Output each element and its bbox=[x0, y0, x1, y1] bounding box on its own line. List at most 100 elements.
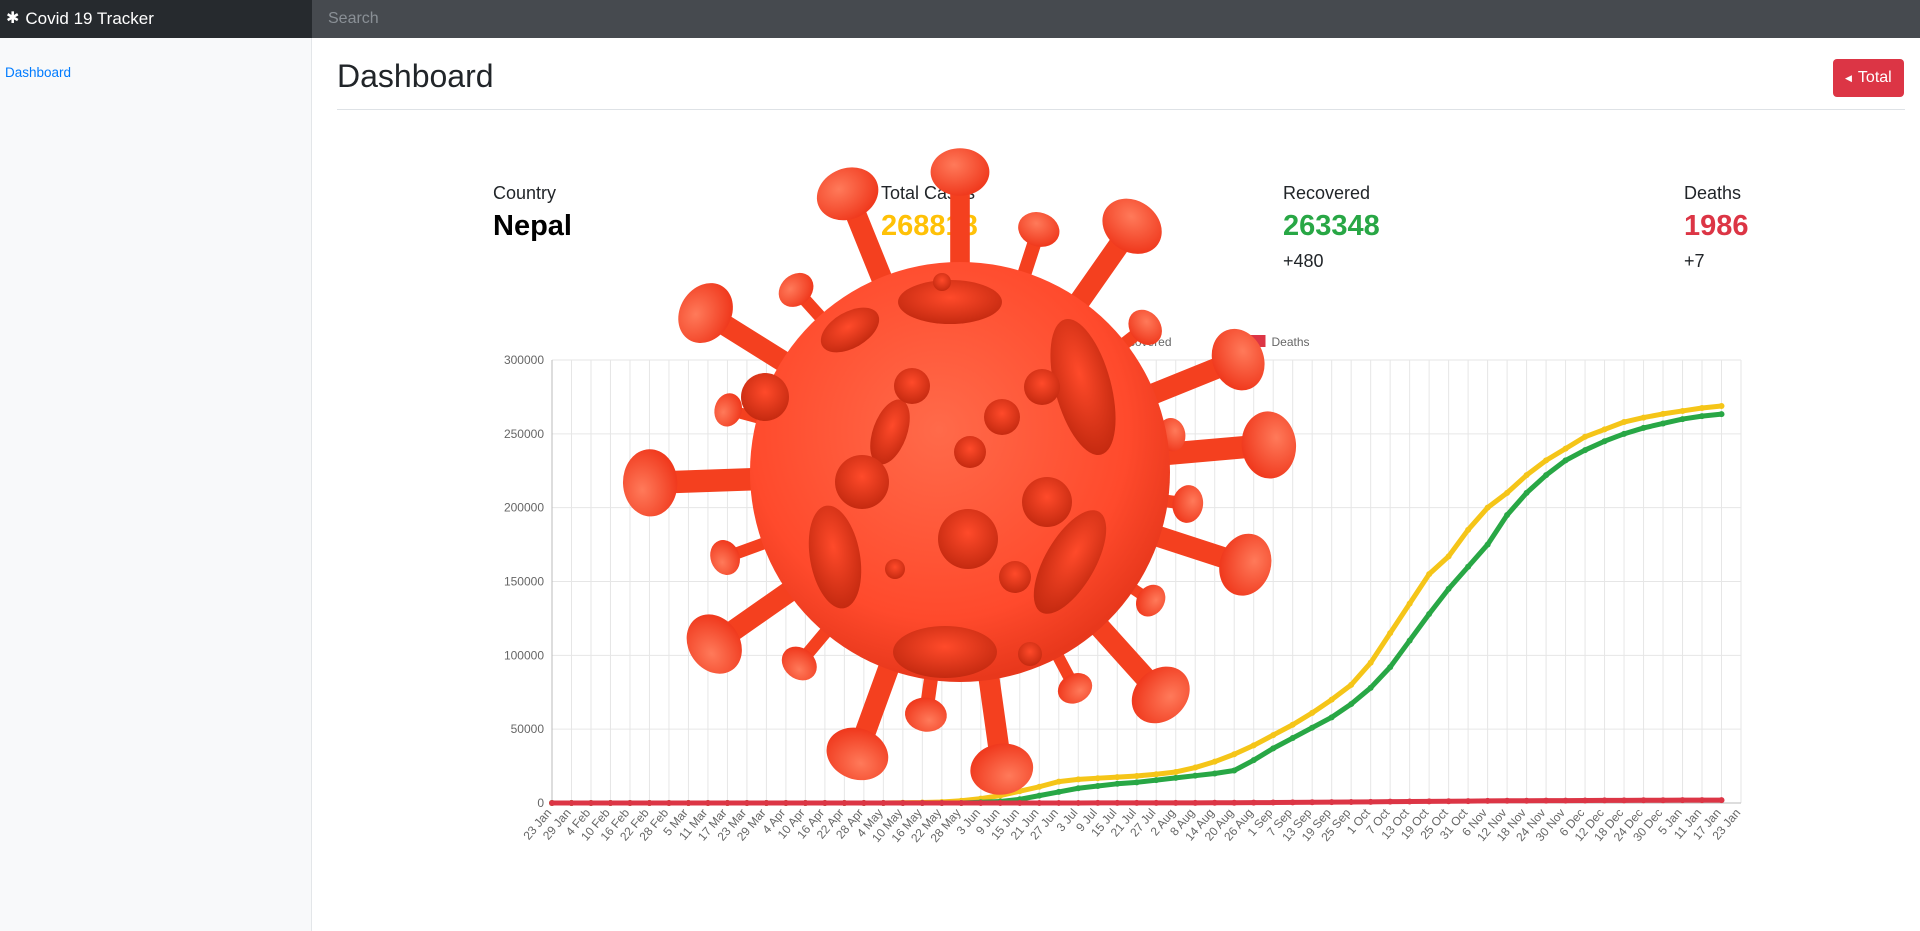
stat-recovered-label: Recovered bbox=[1283, 183, 1371, 203]
data-point bbox=[997, 799, 1004, 806]
y-tick-label: 150000 bbox=[504, 575, 544, 589]
data-point bbox=[1172, 768, 1179, 775]
data-point bbox=[1445, 585, 1452, 592]
data-point bbox=[1231, 751, 1238, 758]
data-point bbox=[1504, 512, 1511, 519]
data-point bbox=[1114, 774, 1121, 781]
data-point bbox=[1406, 637, 1413, 644]
data-point bbox=[1211, 758, 1218, 765]
header-divider bbox=[337, 109, 1905, 110]
data-point bbox=[1114, 780, 1121, 787]
data-point bbox=[1055, 778, 1062, 785]
data-point bbox=[782, 800, 789, 806]
data-point bbox=[1231, 799, 1238, 806]
data-point bbox=[1523, 489, 1530, 496]
data-point bbox=[1465, 563, 1472, 570]
stat-deaths-label: Deaths bbox=[1684, 183, 1742, 203]
caret-left-icon: ◀ bbox=[1845, 72, 1852, 83]
data-point bbox=[1640, 424, 1647, 431]
data-point bbox=[1094, 783, 1101, 790]
data-point bbox=[1562, 457, 1569, 464]
data-point bbox=[1270, 799, 1277, 806]
brand-title: Covid 19 Tracker bbox=[25, 9, 154, 28]
data-point bbox=[626, 800, 633, 806]
data-point bbox=[1406, 600, 1413, 607]
stat-deaths-value: 1986 bbox=[1684, 210, 1749, 242]
y-tick-label: 100000 bbox=[504, 648, 544, 662]
data-point bbox=[1367, 684, 1374, 691]
data-point bbox=[1055, 788, 1062, 795]
data-point bbox=[1075, 785, 1082, 792]
sidebar: Dashboard bbox=[0, 38, 312, 931]
data-point bbox=[1465, 798, 1472, 805]
data-point bbox=[1582, 447, 1589, 454]
y-tick-label: 200000 bbox=[504, 501, 544, 515]
data-point bbox=[1348, 701, 1355, 708]
search-input[interactable] bbox=[312, 0, 1920, 38]
page-title: Dashboard bbox=[337, 58, 494, 94]
data-point bbox=[1640, 797, 1647, 804]
data-point bbox=[1426, 610, 1433, 617]
data-point bbox=[607, 800, 614, 806]
data-point bbox=[1348, 681, 1355, 688]
data-point bbox=[1660, 420, 1667, 427]
top-navbar: ✱ Covid 19 Tracker bbox=[0, 0, 1920, 38]
data-point bbox=[646, 800, 653, 806]
data-point bbox=[1601, 797, 1608, 804]
data-point bbox=[1523, 797, 1530, 804]
stat-country: Country Nepal bbox=[493, 183, 572, 243]
data-point bbox=[1660, 797, 1667, 804]
data-point bbox=[724, 800, 731, 806]
data-point bbox=[1094, 799, 1101, 806]
data-point bbox=[1445, 798, 1452, 805]
data-point bbox=[1289, 735, 1296, 742]
data-point bbox=[860, 800, 867, 806]
data-point bbox=[1075, 776, 1082, 783]
data-point bbox=[1699, 797, 1706, 804]
data-point bbox=[1270, 732, 1277, 739]
data-point bbox=[1582, 797, 1589, 804]
data-point bbox=[1309, 709, 1316, 716]
data-point bbox=[1192, 764, 1199, 771]
data-point bbox=[1328, 714, 1335, 721]
data-point bbox=[1231, 767, 1238, 774]
data-point bbox=[1153, 799, 1160, 806]
stat-country-value: Nepal bbox=[493, 210, 572, 242]
y-tick-label: 50000 bbox=[511, 722, 545, 736]
brand[interactable]: ✱ Covid 19 Tracker bbox=[0, 0, 312, 38]
data-point bbox=[704, 800, 711, 806]
data-point bbox=[841, 800, 848, 806]
data-point bbox=[1250, 742, 1257, 749]
data-point bbox=[1192, 772, 1199, 779]
total-button[interactable]: ◀ Total bbox=[1833, 59, 1904, 97]
data-point bbox=[1465, 526, 1472, 533]
data-point bbox=[919, 800, 926, 806]
data-point bbox=[1036, 792, 1043, 799]
data-point bbox=[899, 800, 906, 806]
data-point bbox=[802, 800, 809, 806]
data-point bbox=[1601, 438, 1608, 445]
data-point bbox=[1036, 783, 1043, 790]
data-point bbox=[1562, 445, 1569, 452]
data-point bbox=[1016, 799, 1023, 806]
data-point bbox=[1504, 797, 1511, 804]
data-point bbox=[1621, 430, 1628, 437]
gear-icon: ✱ bbox=[6, 10, 20, 27]
data-point bbox=[1328, 799, 1335, 806]
data-point bbox=[763, 800, 770, 806]
data-point bbox=[977, 800, 984, 806]
data-point bbox=[1055, 799, 1062, 806]
data-point bbox=[1484, 541, 1491, 548]
data-point bbox=[1172, 774, 1179, 781]
sidebar-item-dashboard[interactable]: Dashboard bbox=[5, 65, 72, 80]
data-point bbox=[549, 800, 555, 806]
data-point bbox=[1679, 416, 1686, 423]
stat-recovered: Recovered 263348 +480 bbox=[1283, 183, 1380, 272]
data-point bbox=[685, 800, 692, 806]
data-point bbox=[1250, 799, 1257, 806]
data-point bbox=[821, 800, 828, 806]
y-tick-label: 250000 bbox=[504, 427, 544, 441]
data-point bbox=[1406, 798, 1413, 805]
data-point bbox=[1387, 798, 1394, 805]
